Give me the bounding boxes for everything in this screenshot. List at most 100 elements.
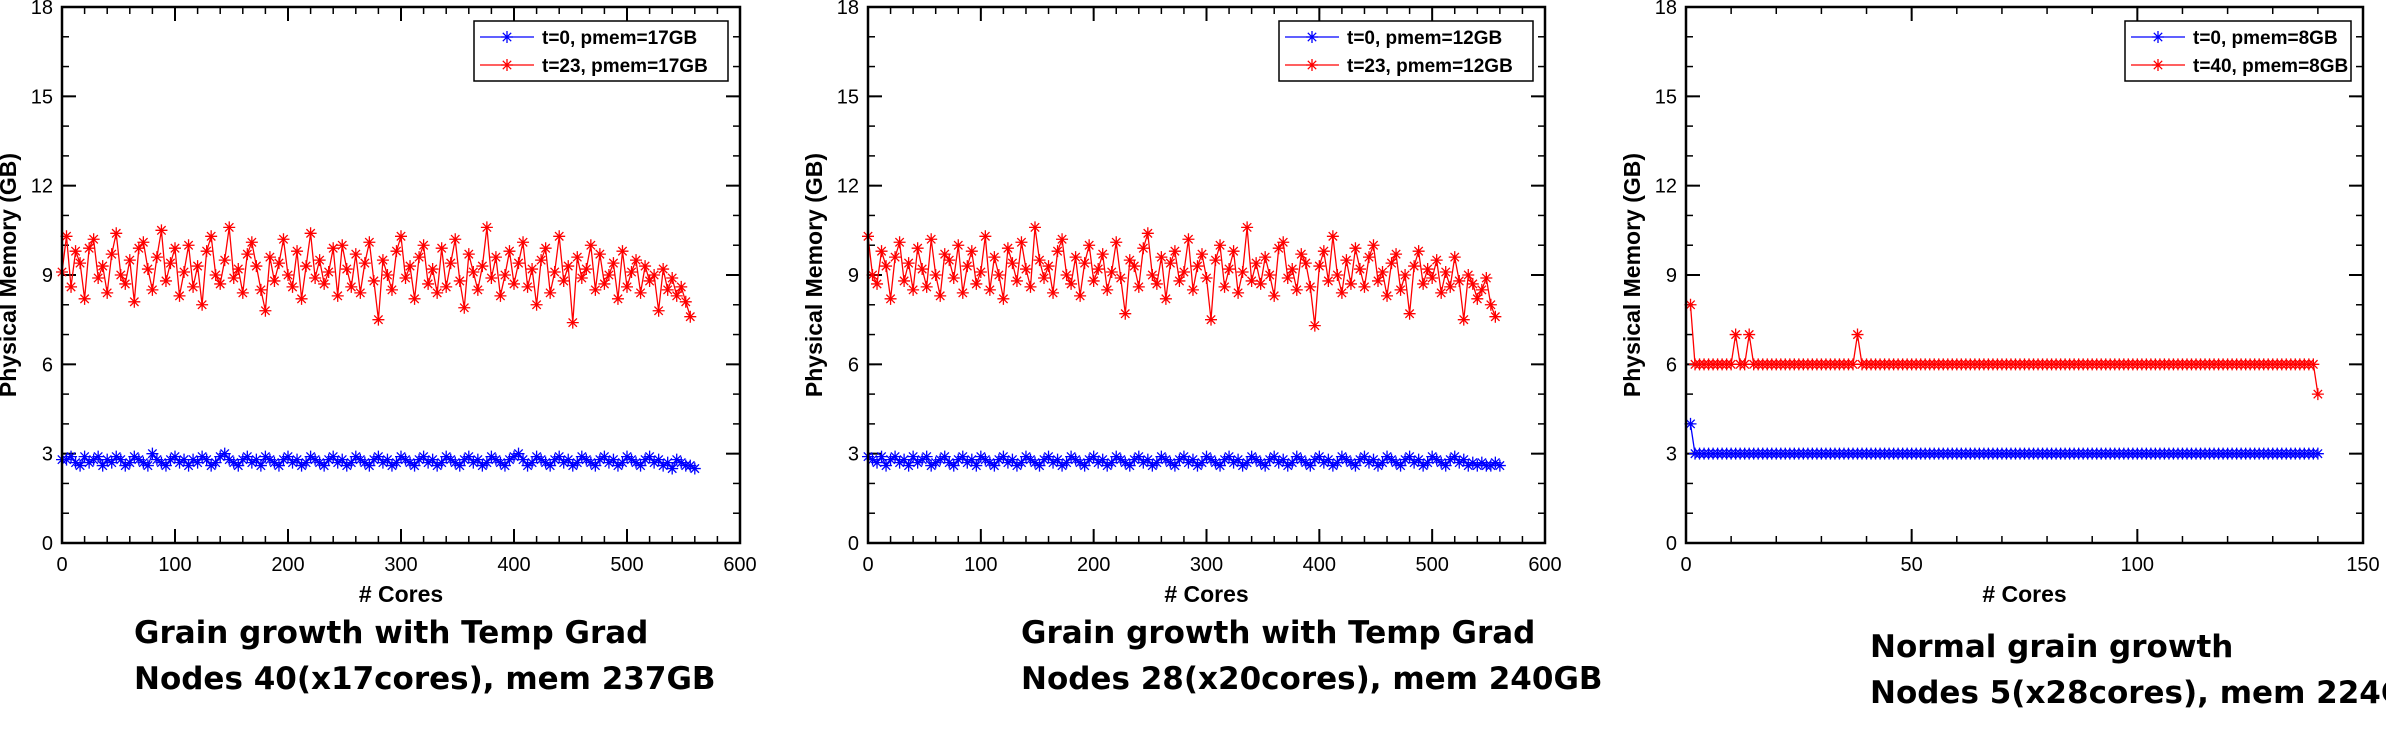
data-point	[1164, 257, 1177, 270]
data-point	[440, 450, 453, 463]
legend: t=0, pmem=17GB t=23, pmem=17GB	[473, 20, 729, 82]
data-point	[1200, 450, 1213, 463]
data-point	[1444, 280, 1457, 293]
data-point	[1313, 260, 1326, 273]
data-point	[74, 459, 87, 472]
data-point	[1141, 453, 1154, 466]
x-tick-label: 600	[1528, 554, 1561, 576]
data-point	[155, 456, 168, 469]
data-point	[1313, 450, 1326, 463]
data-point	[385, 459, 398, 472]
legend-marker	[1306, 31, 1318, 43]
y-tick-label: 15	[837, 86, 859, 108]
data-point	[187, 280, 200, 293]
data-point	[1281, 459, 1294, 472]
data-point	[1060, 456, 1073, 469]
data-point	[1684, 298, 1697, 311]
data-point	[426, 453, 439, 466]
data-point	[557, 456, 570, 469]
data-point	[150, 251, 163, 264]
data-point	[1159, 292, 1172, 305]
data-point	[83, 456, 96, 469]
data-point	[1394, 459, 1407, 472]
data-point	[345, 280, 358, 293]
data-point	[517, 236, 530, 249]
data-point	[354, 286, 367, 299]
data-point	[675, 280, 688, 293]
data-point	[132, 242, 145, 255]
data-point	[69, 456, 82, 469]
data-point	[630, 456, 643, 469]
data-point	[934, 453, 947, 466]
data-point	[1457, 313, 1470, 326]
data-point	[358, 456, 371, 469]
data-point	[114, 453, 127, 466]
data-point	[390, 456, 403, 469]
data-point	[191, 456, 204, 469]
data-point	[1024, 453, 1037, 466]
data-point	[1299, 257, 1312, 270]
data-point	[376, 254, 389, 267]
data-point	[893, 236, 906, 249]
data-point	[938, 248, 951, 261]
y-tick-label: 6	[848, 354, 859, 376]
data-point	[376, 456, 389, 469]
data-point	[503, 453, 516, 466]
data-point	[1019, 263, 1032, 276]
data-point	[214, 277, 227, 290]
data-point	[241, 450, 254, 463]
x-tick-label: 400	[1303, 554, 1336, 576]
data-point	[1069, 453, 1082, 466]
data-point	[956, 450, 969, 463]
data-point	[648, 269, 661, 281]
y-tick-label: 12	[837, 176, 859, 198]
data-point	[65, 450, 78, 463]
data-point	[970, 277, 983, 290]
data-point	[173, 456, 186, 469]
data-point	[1051, 453, 1064, 466]
data-point	[1381, 450, 1394, 463]
data-point	[2307, 358, 2320, 371]
data-point	[661, 283, 674, 296]
data-point	[205, 459, 218, 472]
data-point	[119, 459, 132, 472]
data-point	[907, 283, 920, 296]
data-point	[866, 269, 879, 281]
data-point	[1403, 307, 1416, 320]
data-point	[1412, 453, 1425, 466]
data-point	[1250, 257, 1263, 270]
data-point	[1105, 266, 1118, 279]
data-point	[480, 221, 493, 234]
data-point	[110, 227, 123, 240]
x-axis-label: # Cores	[1982, 581, 2066, 607]
data-point	[453, 274, 466, 287]
data-point	[92, 450, 105, 463]
data-point	[385, 283, 398, 296]
data-point	[494, 456, 507, 469]
data-point	[128, 295, 141, 308]
data-point	[871, 456, 884, 469]
data-point	[880, 459, 893, 472]
data-point	[1227, 456, 1240, 469]
data-point	[1209, 456, 1222, 469]
data-point	[471, 453, 484, 466]
data-point	[1214, 459, 1227, 472]
data-point	[1146, 269, 1159, 281]
data-point	[404, 456, 417, 469]
data-point	[1417, 459, 1430, 472]
y-tick-label: 9	[1666, 265, 1677, 287]
data-point	[884, 453, 897, 466]
data-point	[1177, 266, 1190, 279]
data-point	[1372, 459, 1385, 472]
data-point	[381, 269, 394, 281]
data-point	[535, 254, 548, 267]
data-point	[363, 236, 376, 249]
data-point	[1074, 456, 1087, 469]
data-point	[173, 289, 186, 302]
data-point	[593, 248, 606, 261]
data-point	[1191, 459, 1204, 472]
data-point	[1268, 289, 1281, 302]
data-point	[1376, 266, 1389, 279]
data-point	[648, 456, 661, 469]
data-point	[911, 456, 924, 469]
